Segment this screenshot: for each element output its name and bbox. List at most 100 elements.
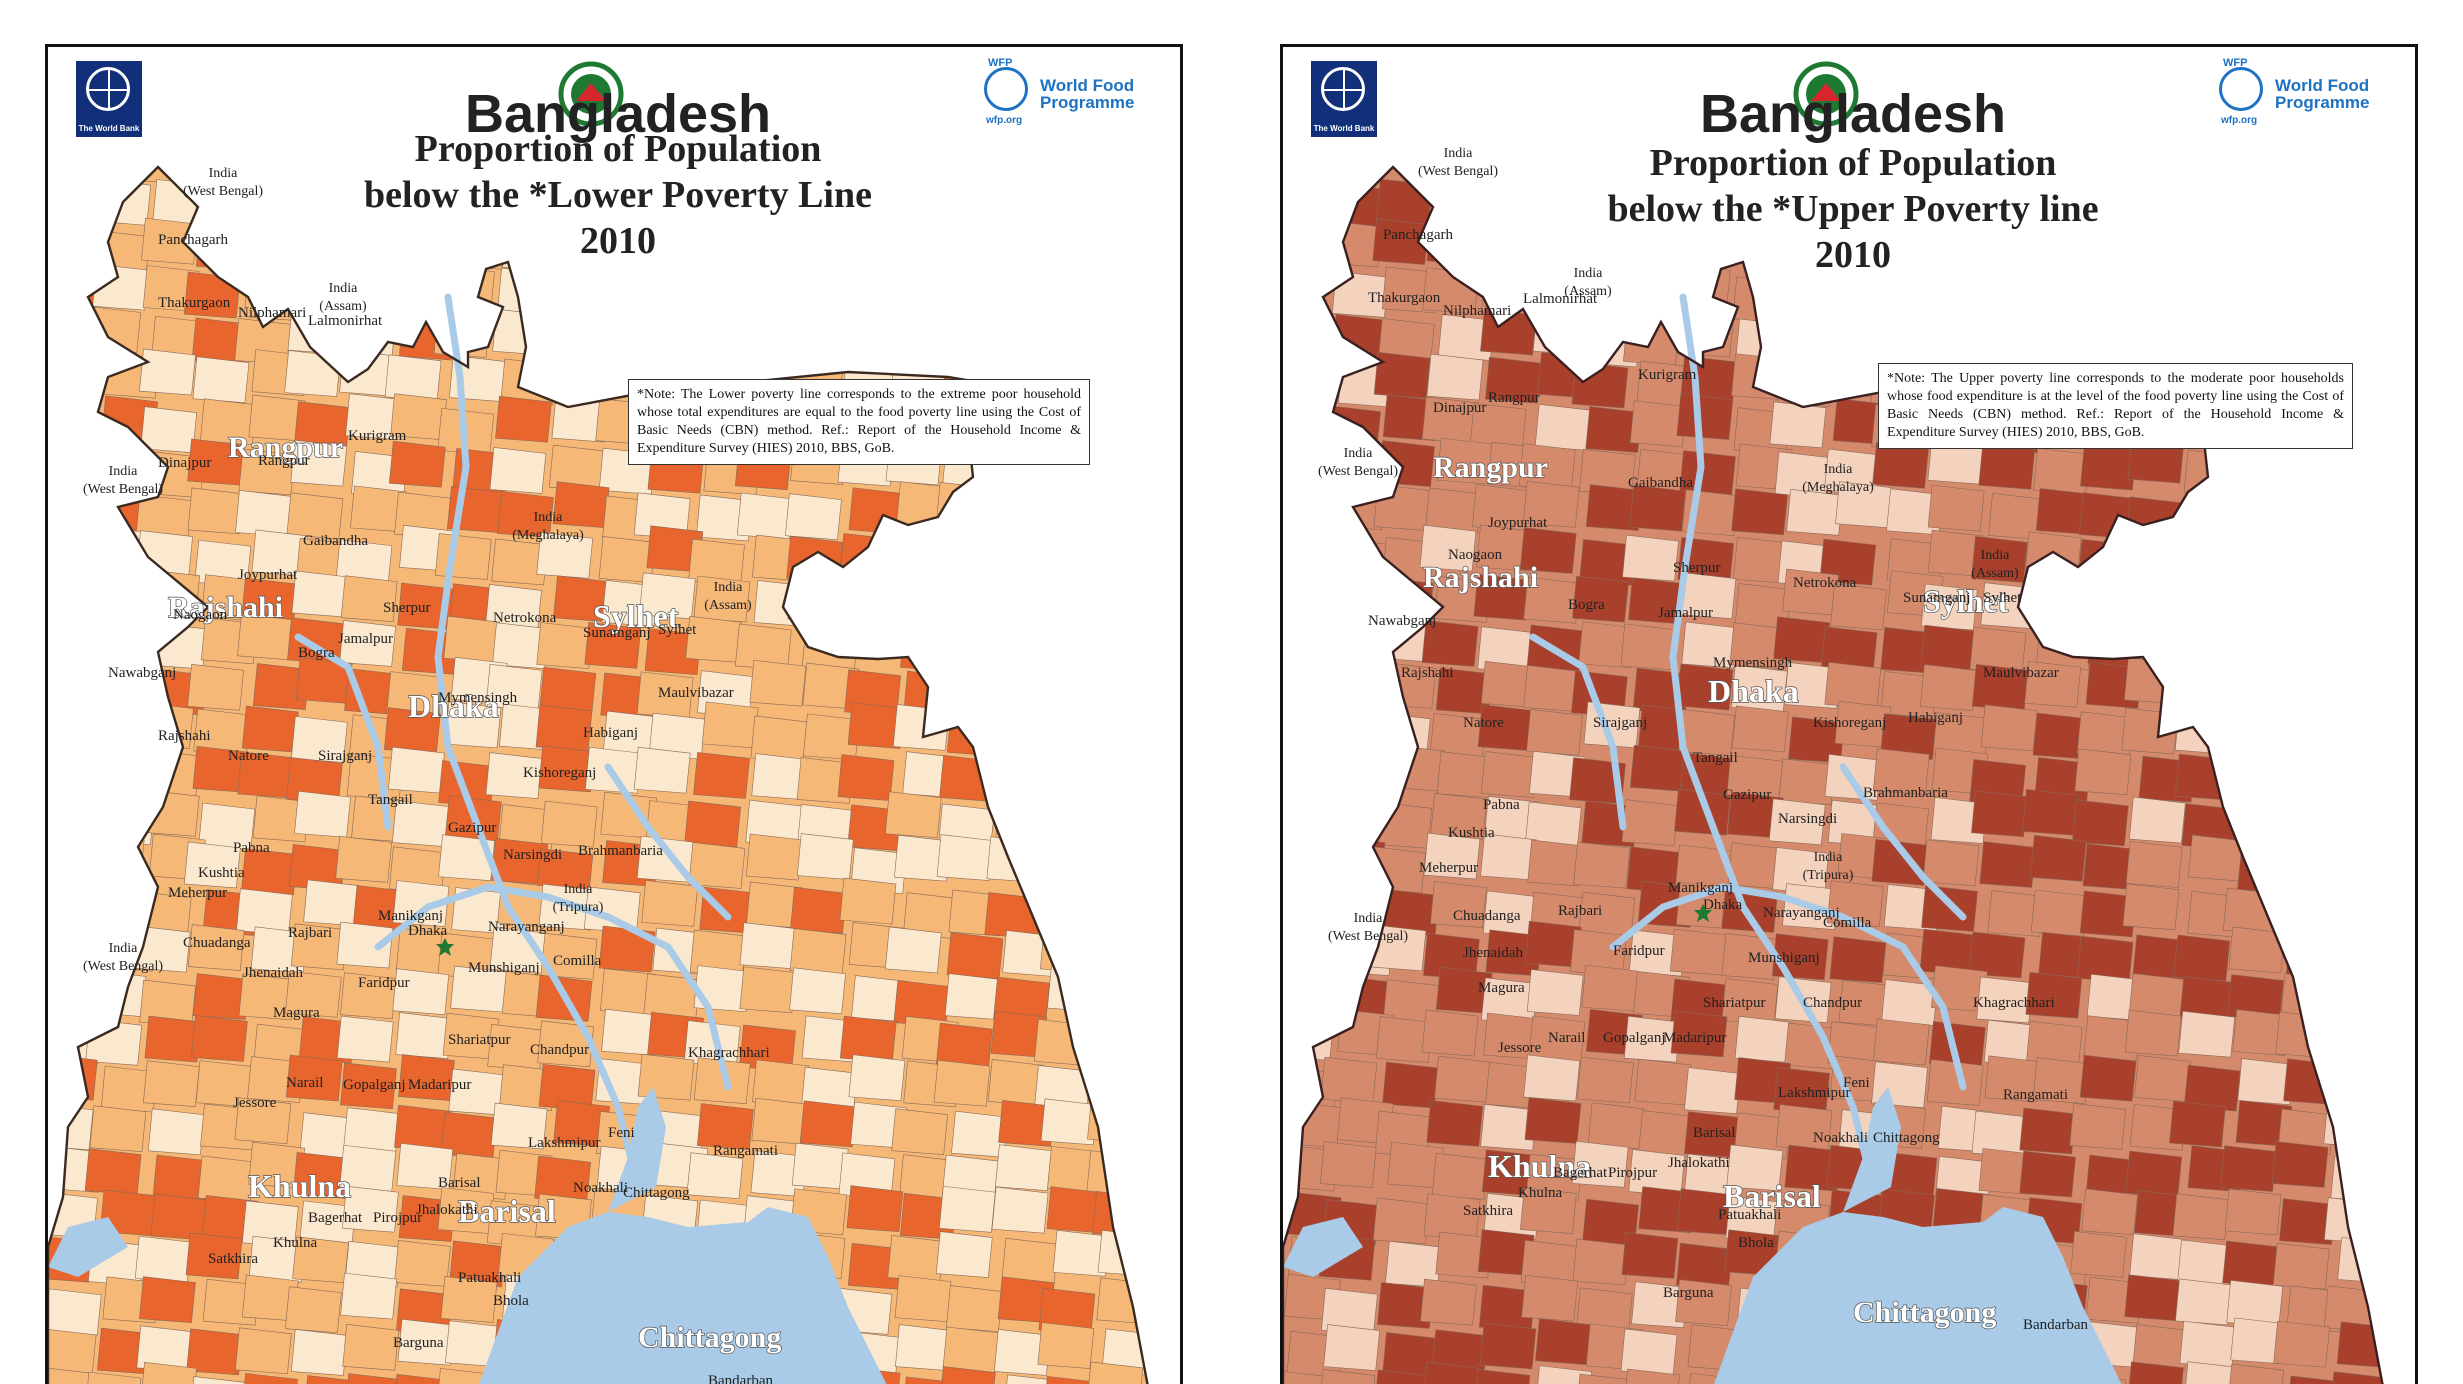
district-label: Kishoreganj [1813, 715, 1886, 731]
district-area [2124, 1274, 2181, 1322]
district-area [884, 926, 942, 974]
district-label: Netrokona [1793, 575, 1857, 591]
district-area [2286, 1375, 2344, 1384]
wfp-emblem-icon [984, 67, 1028, 111]
district-area [1927, 484, 1985, 532]
district-area [584, 621, 642, 669]
district-label: Patuakhali [458, 1270, 521, 1286]
district-area [2279, 1198, 2336, 1245]
district-area [641, 880, 699, 927]
district-area [684, 800, 742, 848]
district-area [1922, 839, 1980, 887]
district-area [392, 880, 450, 927]
district-label: Sylhet [1983, 590, 2022, 606]
district-area [2033, 573, 2091, 620]
district-area [1321, 711, 1379, 759]
district-area [2078, 492, 2136, 539]
district-area [1283, 668, 1337, 716]
bay-of-bengal-water [48, 1217, 128, 1277]
district-area [946, 709, 1004, 757]
wfp-name: World Food Programme [1040, 76, 1135, 112]
district-label: Satkhira [1463, 1203, 1513, 1219]
district-area [1578, 891, 1636, 939]
district-area [1732, 705, 1789, 753]
district-area [89, 1105, 147, 1153]
district-area [2333, 929, 2383, 976]
district-area [2232, 1009, 2290, 1056]
neighbor-region-label: (Assam) [1564, 284, 1612, 299]
district-area [644, 628, 702, 675]
district-area [2180, 615, 2238, 662]
district-label: Narayanganj [488, 919, 565, 935]
district-area [1984, 276, 2042, 323]
district-area [845, 272, 902, 320]
district-area [846, 1185, 904, 1233]
district-area [2336, 671, 2383, 719]
district-label: Noakhali [1813, 1130, 1868, 1146]
district-area [2125, 1150, 2183, 1198]
district-area [791, 314, 848, 362]
district-area [1920, 664, 1977, 711]
wfp-tag: WFP [988, 57, 1013, 69]
district-area [736, 492, 794, 540]
government-seal-logo [1793, 61, 1859, 127]
district-area [1382, 1061, 1439, 1109]
district-area [697, 1103, 754, 1150]
neighbor-label: India [1444, 146, 1474, 161]
neighbor-region-label: (Meghalaya) [1802, 480, 1874, 495]
district-area [947, 312, 1005, 360]
district-area [2029, 834, 2087, 882]
division-label: Barisal [458, 1193, 556, 1229]
district-area [536, 532, 594, 579]
district-label: Manikganj [1668, 880, 1733, 896]
district-area [1731, 353, 1788, 400]
district-label: Jessore [233, 1095, 277, 1111]
district-label: Sherpur [1673, 560, 1721, 576]
district-area [241, 1373, 298, 1384]
district-area [48, 758, 95, 806]
neighbor-label: India [564, 882, 594, 897]
river [434, 293, 642, 1191]
lower-poverty-map-panel: Rangpur Rajshahi Dhaka Sylhet Khulna Barisal C… [45, 44, 1183, 1384]
district-label: Rajshahi [158, 728, 211, 744]
district-area [1097, 660, 1148, 707]
district-area [2172, 1193, 2230, 1241]
district-label: Rangamati [2003, 1087, 2068, 1103]
district-area [1323, 1324, 1380, 1371]
district-label: Gaibandha [303, 533, 368, 549]
neighbor-region-label: (West Bengal) [1318, 464, 1398, 479]
district-area [1089, 628, 1147, 675]
district-area [946, 275, 1004, 322]
district-area [340, 575, 398, 623]
district-label: Barisal [438, 1175, 481, 1191]
district-label: Dinajpur [158, 455, 211, 471]
map-subtitle-2: below the *Lower Poverty Line [364, 174, 872, 216]
district-area [342, 1323, 400, 1371]
district-area [945, 219, 1003, 267]
district-label: Nawabganj [108, 665, 176, 681]
district-area [2270, 308, 2328, 355]
district-area [2231, 539, 2289, 587]
district-area [2320, 622, 2378, 670]
district-label: Natore [1463, 715, 1504, 731]
district-area [2331, 702, 2383, 750]
district-label: Bhola [1738, 1235, 1774, 1251]
district-label: Lakshmipur [528, 1135, 601, 1151]
district-area [1729, 622, 1787, 670]
district-area [2019, 1150, 2076, 1198]
district-area [235, 490, 292, 537]
district-area [1585, 484, 1643, 531]
district-area [2230, 228, 2288, 276]
district-area [340, 972, 397, 1019]
district-area [2277, 880, 2334, 928]
district-area [749, 659, 807, 707]
district-area [1621, 1232, 1679, 1279]
district-area [89, 970, 147, 1017]
district-area [1333, 569, 1391, 617]
district-label: Rajbari [288, 925, 332, 941]
wfp-url: wfp.org [986, 115, 1023, 126]
district-area [1430, 881, 1487, 928]
district-area [1283, 924, 1333, 972]
district-label: Sunamganj [583, 625, 651, 641]
district-area [935, 526, 993, 573]
